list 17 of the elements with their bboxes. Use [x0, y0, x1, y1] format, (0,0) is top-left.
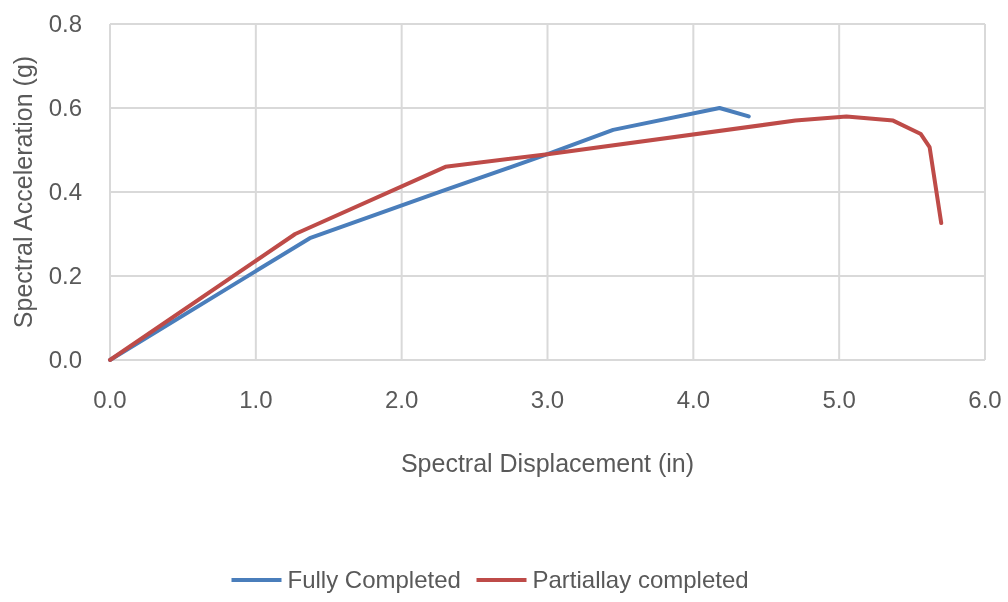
y-tick-label: 0.6	[48, 94, 82, 122]
x-tick-label: 4.0	[676, 386, 711, 413]
x-tick-label: 0.0	[93, 386, 127, 413]
y-tick-label: 0.8	[48, 10, 82, 38]
y-tick-label: 0.2	[48, 262, 82, 290]
y-axis-title: Spectral Acceleration (g)	[9, 55, 37, 329]
y-tick-label: 0.0	[48, 346, 82, 374]
x-tick-label: 6.0	[968, 386, 1002, 413]
line-series	[108, 114, 944, 362]
legend-label: Partiallay completed	[532, 566, 749, 594]
x-tick-label: 5.0	[822, 386, 856, 413]
x-tick-label: 1.0	[239, 386, 273, 413]
x-axis-title: Spectral Displacement (in)	[400, 449, 695, 477]
legend-label: Fully Completed	[287, 566, 461, 594]
x-tick-label: 2.0	[384, 386, 419, 413]
y-tick-label: 0.4	[48, 178, 82, 206]
x-tick-label: 3.0	[530, 386, 565, 413]
